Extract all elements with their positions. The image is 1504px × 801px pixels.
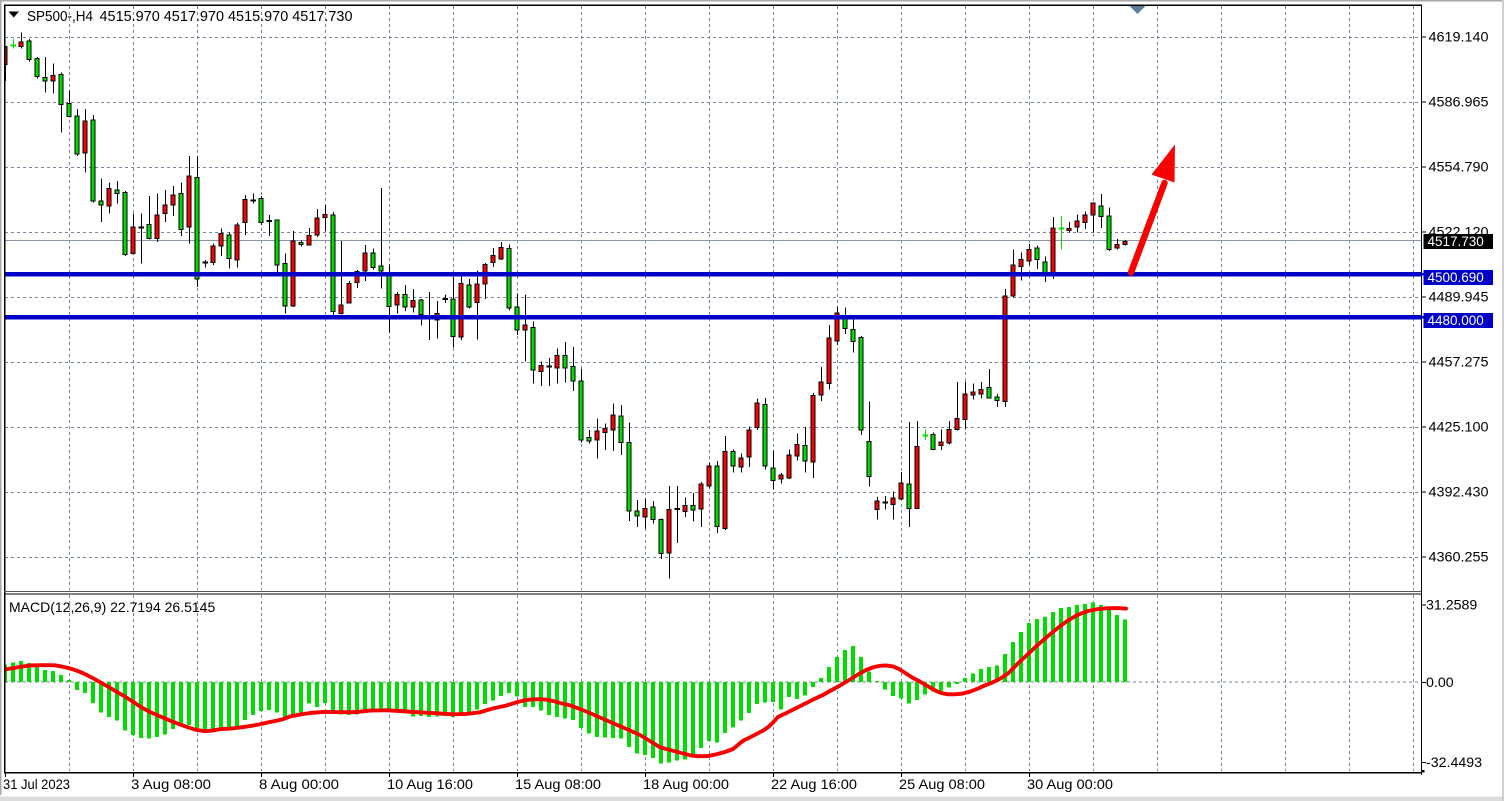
svg-text:4360.255: 4360.255 [1429, 550, 1489, 566]
svg-text:4517.730: 4517.730 [1428, 234, 1484, 249]
svg-text:3 Aug 08:00: 3 Aug 08:00 [131, 776, 211, 792]
svg-text:4480.000: 4480.000 [1428, 313, 1484, 328]
svg-text:4500.690: 4500.690 [1428, 270, 1484, 285]
svg-text:25 Aug 08:00: 25 Aug 08:00 [899, 776, 985, 792]
svg-text:4554.790: 4554.790 [1429, 160, 1489, 176]
svg-text:4425.100: 4425.100 [1429, 420, 1489, 436]
svg-text:15 Aug 08:00: 15 Aug 08:00 [515, 776, 601, 792]
svg-text:4489.945: 4489.945 [1429, 290, 1489, 306]
svg-text:4619.140: 4619.140 [1429, 30, 1489, 46]
svg-text:4392.430: 4392.430 [1429, 485, 1489, 501]
svg-text:-32.4493: -32.4493 [1426, 755, 1482, 771]
svg-text:30 Aug 00:00: 30 Aug 00:00 [1027, 776, 1113, 792]
svg-text:22 Aug 16:00: 22 Aug 16:00 [771, 776, 857, 792]
svg-text:31 Jul 2023: 31 Jul 2023 [3, 776, 70, 792]
svg-text:10 Aug 16:00: 10 Aug 16:00 [387, 776, 473, 792]
svg-text:0.00: 0.00 [1426, 675, 1454, 691]
svg-text:4515.970 4517.970 4515.970 451: 4515.970 4517.970 4515.970 4517.730 [100, 9, 353, 25]
svg-text:MACD(12,26,9) 22.7194 26.5145: MACD(12,26,9) 22.7194 26.5145 [9, 599, 215, 615]
svg-text:4457.275: 4457.275 [1429, 355, 1489, 371]
svg-text:8 Aug 00:00: 8 Aug 00:00 [259, 776, 339, 792]
svg-text:18 Aug 00:00: 18 Aug 00:00 [643, 776, 729, 792]
svg-text:4586.965: 4586.965 [1429, 95, 1489, 111]
svg-text:SP500-,H4: SP500-,H4 [27, 9, 93, 25]
svg-text:31.2589: 31.2589 [1426, 598, 1477, 614]
